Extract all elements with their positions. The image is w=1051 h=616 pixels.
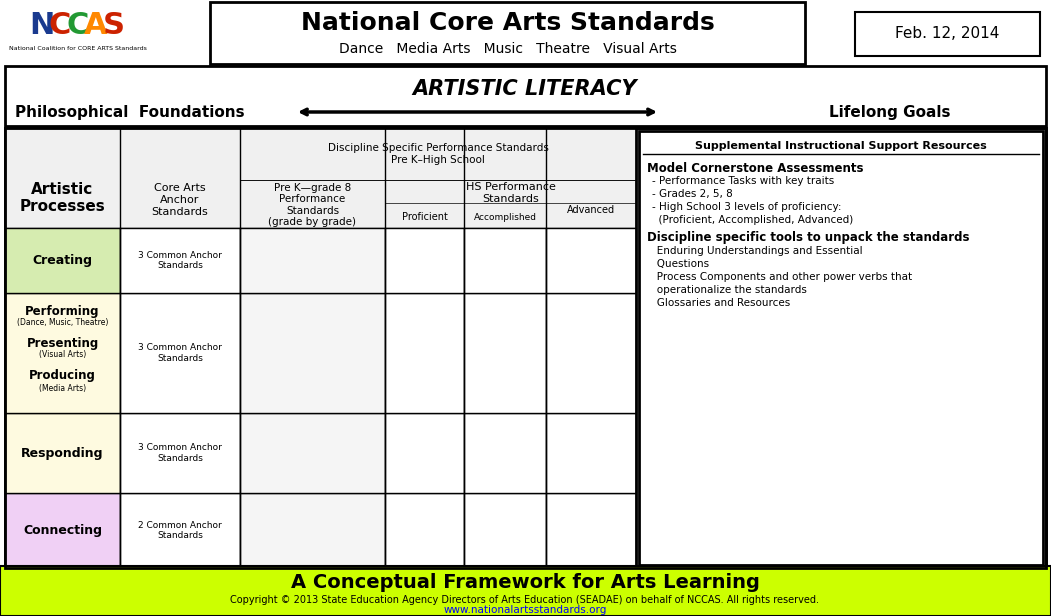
Text: Responding: Responding xyxy=(21,447,104,460)
Bar xyxy=(240,128,636,180)
Bar xyxy=(5,228,120,293)
Bar xyxy=(385,293,463,413)
Bar xyxy=(240,228,385,293)
Text: Connecting: Connecting xyxy=(23,524,102,537)
Text: A Conceptual Framework for Arts Learning: A Conceptual Framework for Arts Learning xyxy=(290,573,760,593)
Text: Lifelong Goals: Lifelong Goals xyxy=(829,105,951,120)
Bar xyxy=(120,228,240,293)
Text: Process Components and other power verbs that: Process Components and other power verbs… xyxy=(647,272,912,282)
Text: Discipline Specific Performance Standards: Discipline Specific Performance Standard… xyxy=(328,143,549,153)
Text: Questions: Questions xyxy=(647,259,709,269)
Text: Core Arts
Anchor
Standards: Core Arts Anchor Standards xyxy=(151,184,208,217)
Text: Supplemental Instructional Support Resources: Supplemental Instructional Support Resou… xyxy=(695,141,987,151)
Bar xyxy=(385,413,463,493)
Text: Discipline specific tools to unpack the standards: Discipline specific tools to unpack the … xyxy=(647,232,969,245)
Text: Accomplished: Accomplished xyxy=(474,213,536,222)
Bar xyxy=(240,413,385,493)
Bar xyxy=(120,413,240,493)
Bar xyxy=(5,66,1046,126)
Text: 3 Common Anchor
Standards: 3 Common Anchor Standards xyxy=(138,251,222,270)
Bar xyxy=(0,566,1051,616)
Bar xyxy=(856,12,1040,56)
Bar xyxy=(240,493,385,568)
Text: Pre K–High School: Pre K–High School xyxy=(391,155,485,165)
Bar xyxy=(639,131,1043,565)
Bar xyxy=(5,293,120,413)
Text: (Dance, Music, Theatre): (Dance, Music, Theatre) xyxy=(17,318,108,328)
Text: Proficient: Proficient xyxy=(401,212,448,222)
Text: 3 Common Anchor
Standards: 3 Common Anchor Standards xyxy=(138,343,222,363)
Text: HS Performance
Standards: HS Performance Standards xyxy=(466,182,555,204)
Text: (Visual Arts): (Visual Arts) xyxy=(39,351,86,360)
Bar xyxy=(120,493,240,568)
Bar xyxy=(0,0,1051,64)
Text: Presenting: Presenting xyxy=(26,336,99,349)
Text: S: S xyxy=(103,12,125,41)
Text: Copyright © 2013 State Education Agency Directors of Arts Education (SEADAE) on : Copyright © 2013 State Education Agency … xyxy=(230,595,820,605)
Text: Pre K—grade 8
Performance
Standards
(grade by grade): Pre K—grade 8 Performance Standards (gra… xyxy=(268,182,356,227)
Text: - High School 3 levels of proficiency:: - High School 3 levels of proficiency: xyxy=(652,202,842,212)
Text: Performing: Performing xyxy=(25,304,100,317)
Bar xyxy=(547,493,636,568)
Text: operationalize the standards: operationalize the standards xyxy=(647,285,807,295)
Text: www.nationalartsstandards.org: www.nationalartsstandards.org xyxy=(444,605,606,615)
Text: National Core Arts Standards: National Core Arts Standards xyxy=(302,11,715,35)
Text: (Proficient, Accomplished, Advanced): (Proficient, Accomplished, Advanced) xyxy=(652,215,853,225)
Text: A: A xyxy=(84,12,108,41)
Bar xyxy=(463,293,547,413)
Text: Enduring Understandings and Essential: Enduring Understandings and Essential xyxy=(647,246,863,256)
Bar xyxy=(5,413,120,493)
Bar xyxy=(385,228,463,293)
Text: Philosophical  Foundations: Philosophical Foundations xyxy=(15,105,245,120)
Bar xyxy=(463,228,547,293)
Bar xyxy=(240,293,385,413)
Text: ARTISTIC LITERACY: ARTISTIC LITERACY xyxy=(413,79,637,99)
Bar xyxy=(463,493,547,568)
Text: National Coalition for CORE ARTS Standards: National Coalition for CORE ARTS Standar… xyxy=(9,46,147,51)
Bar xyxy=(5,128,636,228)
Text: Feb. 12, 2014: Feb. 12, 2014 xyxy=(894,26,1000,41)
Bar xyxy=(547,293,636,413)
Text: Artistic
Processes: Artistic Processes xyxy=(20,182,105,214)
Text: 3 Common Anchor
Standards: 3 Common Anchor Standards xyxy=(138,444,222,463)
Bar xyxy=(547,228,636,293)
Text: Creating: Creating xyxy=(33,254,92,267)
Bar xyxy=(5,128,1046,568)
Text: C: C xyxy=(67,12,89,41)
Bar xyxy=(385,493,463,568)
Text: 2 Common Anchor
Standards: 2 Common Anchor Standards xyxy=(138,521,222,540)
Text: Advanced: Advanced xyxy=(566,205,615,215)
Text: Model Cornerstone Assessments: Model Cornerstone Assessments xyxy=(647,161,864,174)
Text: Glossaries and Resources: Glossaries and Resources xyxy=(647,298,790,308)
Text: - Performance Tasks with key traits: - Performance Tasks with key traits xyxy=(652,176,834,186)
Text: Producing: Producing xyxy=(29,368,96,381)
Text: - Grades 2, 5, 8: - Grades 2, 5, 8 xyxy=(652,189,733,199)
Bar xyxy=(547,413,636,493)
Text: N: N xyxy=(29,12,55,41)
Text: Dance   Media Arts   Music   Theatre   Visual Arts: Dance Media Arts Music Theatre Visual Ar… xyxy=(339,42,677,56)
Bar xyxy=(463,413,547,493)
Text: (Media Arts): (Media Arts) xyxy=(39,384,86,392)
Bar xyxy=(120,293,240,413)
Bar xyxy=(5,128,1046,568)
Bar xyxy=(210,2,805,64)
Bar xyxy=(5,493,120,568)
Text: C: C xyxy=(48,12,71,41)
